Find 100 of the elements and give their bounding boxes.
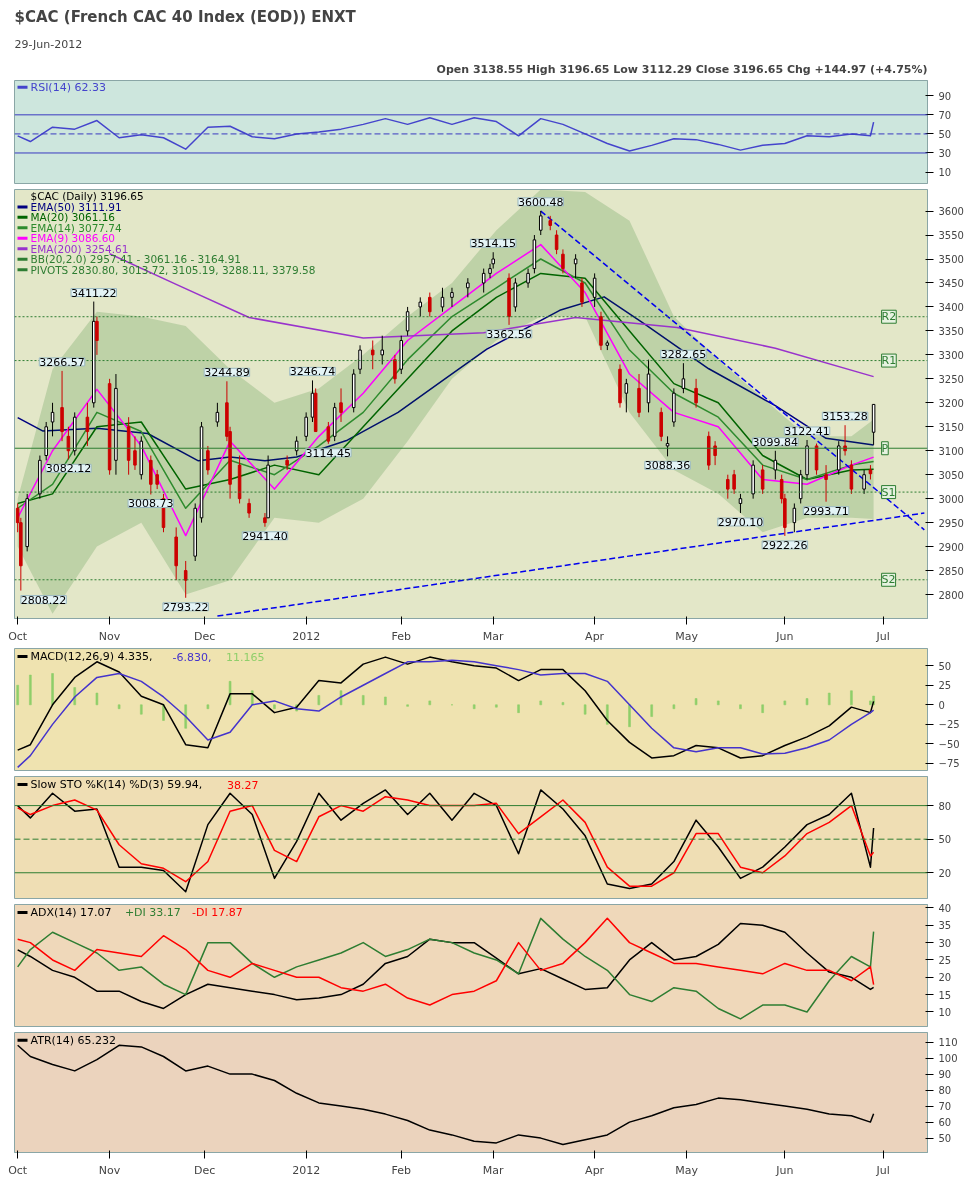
y-tick-label: 35 xyxy=(938,920,952,932)
annotation: 3244.89 xyxy=(204,366,250,380)
annotation: 3082.12 xyxy=(45,462,92,476)
x-tick-label: Feb xyxy=(391,1163,412,1177)
y-tick-label: 3600 xyxy=(938,206,964,218)
annotation: 3600.48 xyxy=(518,195,564,209)
x-tick-label: Oct xyxy=(8,629,28,643)
y-tick-label: 70 xyxy=(938,1101,952,1113)
ref-line-label: S2 xyxy=(881,573,896,587)
x-tick-label: Jun xyxy=(775,1163,794,1177)
y-tick-label: 0 xyxy=(938,699,945,711)
y-tick-label: 3350 xyxy=(938,325,964,337)
y-tick-label: 3000 xyxy=(938,493,964,505)
x-tick-label: Nov xyxy=(98,1163,121,1177)
text: -DI 17.87 xyxy=(192,906,243,919)
annotation: 3153.28 xyxy=(822,410,868,424)
text: Open 3138.55 High 3196.65 Low 3112.29 Close 3196.65 Chg +144.97 (+4.75%) xyxy=(436,62,928,76)
x-tick-label: Jun xyxy=(775,629,794,643)
y-tick-label: 50 xyxy=(938,1133,952,1145)
legend-label: RSI(14) 62.33 xyxy=(30,80,106,94)
annotation: 2793.22 xyxy=(162,600,209,614)
y-tick-label: 70 xyxy=(938,109,952,121)
ref-line-label: S1 xyxy=(881,485,896,499)
x-tick-label: Feb xyxy=(391,629,412,643)
x-tick-label: Dec xyxy=(194,1163,216,1177)
annotation: 3088.36 xyxy=(644,459,691,473)
y-tick-label: 10 xyxy=(938,1006,952,1018)
y-tick-label: 110 xyxy=(938,1037,958,1049)
y-tick-label: 25 xyxy=(938,954,952,966)
x-tick-label: Oct xyxy=(8,1163,28,1177)
x-tick-label: Apr xyxy=(585,629,605,643)
y-tick-label: 30 xyxy=(938,937,952,949)
y-tick-label: 20 xyxy=(938,972,952,984)
annotation: 3008.73 xyxy=(128,497,174,511)
y-tick-label: 30 xyxy=(938,147,952,159)
y-tick-label: 20 xyxy=(938,867,952,879)
x-tick-label: 2012 xyxy=(292,1163,321,1177)
y-tick-label: −75 xyxy=(938,758,960,770)
y-tick-label: 3550 xyxy=(938,230,964,242)
text: +DI 33.17 xyxy=(124,906,181,919)
y-tick-label: 3500 xyxy=(938,254,964,265)
y-tick-label: 80 xyxy=(938,800,952,812)
y-tick-label: 25 xyxy=(938,680,952,692)
x-tick-label: Mar xyxy=(482,629,505,643)
x-tick-label: May xyxy=(675,1163,699,1177)
y-tick-label: 90 xyxy=(938,90,952,102)
y-tick-label: 15 xyxy=(938,989,952,1001)
annotation: 3362.56 xyxy=(486,327,532,341)
y-tick-label: 3100 xyxy=(938,445,964,457)
y-tick-label: −25 xyxy=(938,719,960,731)
y-tick-label: 2800 xyxy=(938,589,964,601)
legend-label: MACD(12,26,9) 4.335, xyxy=(30,650,153,663)
y-tick-label: 3150 xyxy=(938,421,964,433)
chart-title: $CAC (French CAC 40 Index (EOD)) ENXT xyxy=(14,7,357,26)
x-tick-label: Mar xyxy=(482,1163,505,1177)
x-tick-label: Apr xyxy=(585,1163,605,1177)
y-tick-label: 2950 xyxy=(938,517,964,529)
annotation: 3411.22 xyxy=(71,286,117,300)
text: -6.830, xyxy=(172,650,212,664)
y-tick-label: 3400 xyxy=(938,301,964,313)
legend-label: ADX(14) 17.07 xyxy=(30,906,112,919)
y-tick-label: 90 xyxy=(938,1069,952,1081)
legend-label: EMA(200) 3254.61 xyxy=(30,242,129,255)
y-tick-label: 3300 xyxy=(938,349,964,361)
ref-line-label: R2 xyxy=(881,310,897,324)
annotation: 3266.57 xyxy=(39,355,85,369)
series-label: 11.165 xyxy=(226,650,265,664)
annotation: 2808.22 xyxy=(20,593,67,607)
y-tick-label: 10 xyxy=(938,167,952,179)
y-tick-label: −50 xyxy=(938,738,960,750)
annotation: 2970.10 xyxy=(717,516,764,529)
y-tick-label: 3450 xyxy=(938,277,964,289)
ref-line-label: R1 xyxy=(881,354,897,368)
y-tick-label: 50 xyxy=(938,660,952,672)
legend-label: EMA(9) 3086.60 xyxy=(30,232,116,245)
x-tick-label: Jul xyxy=(875,629,890,643)
legend-label: EMA(14) 3077.74 xyxy=(30,221,123,234)
y-tick-label: 2900 xyxy=(938,541,964,553)
y-tick-label: 60 xyxy=(938,1117,952,1129)
annotation: 3246.74 xyxy=(289,365,336,379)
x-tick-label: 2012 xyxy=(292,629,321,643)
y-tick-label: 50 xyxy=(938,834,952,846)
y-tick-label: 2850 xyxy=(938,565,964,577)
y-tick-label: 80 xyxy=(938,1085,952,1097)
annotation: 3122.41 xyxy=(784,424,830,438)
y-tick-label: 3250 xyxy=(938,373,964,385)
x-tick-label: May xyxy=(675,629,699,643)
ref-line-label: P xyxy=(881,441,889,455)
annotation: 3282.65 xyxy=(660,348,707,362)
legend-title: $CAC (Daily) 3196.65 xyxy=(30,190,144,203)
y-tick-label: 100 xyxy=(938,1053,958,1065)
x-tick-label: Dec xyxy=(194,629,216,643)
chart-subtitle: 29-Jun-2012 xyxy=(14,37,83,51)
x-tick-label: Nov xyxy=(98,629,121,643)
annotation: 2922.26 xyxy=(762,538,808,552)
annotation: 3114.45 xyxy=(305,446,352,460)
y-tick-label: 3200 xyxy=(938,397,964,409)
series-label: 38.27 xyxy=(226,778,259,792)
y-tick-label: 40 xyxy=(938,902,952,914)
y-tick-label: 3050 xyxy=(938,469,964,481)
